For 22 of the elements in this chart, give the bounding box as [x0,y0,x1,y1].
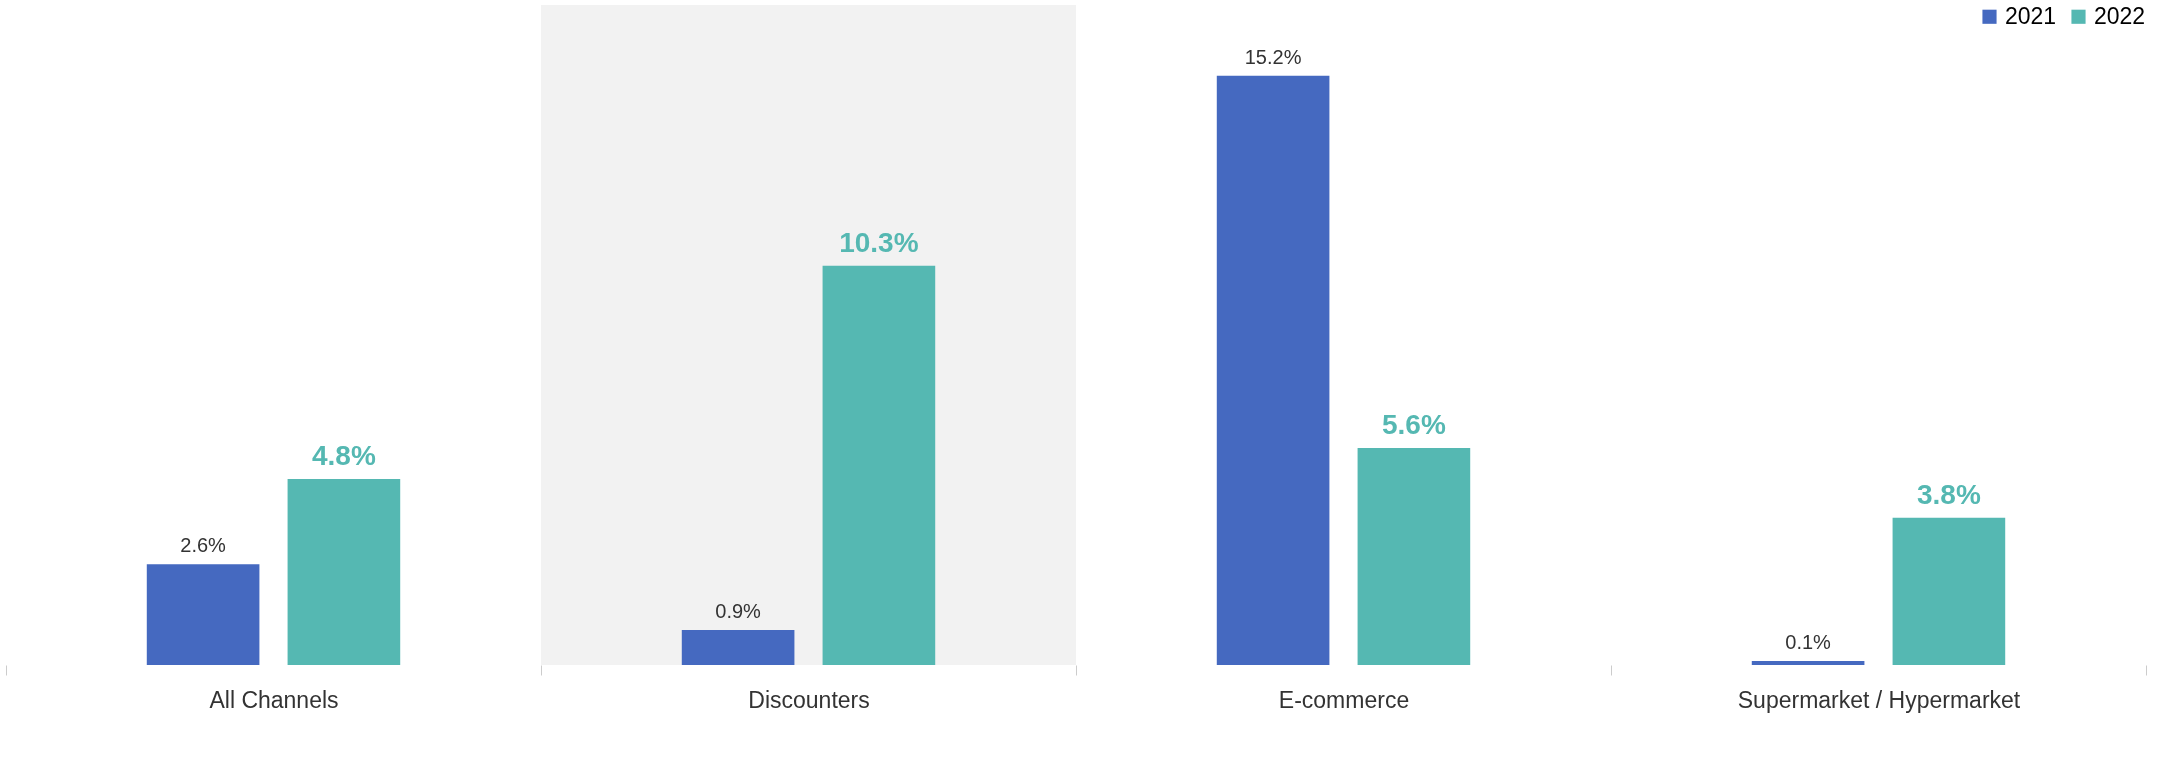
bar [1751,661,1865,665]
x-tick-label: E-commerce [1278,686,1410,713]
data-label: 0.1% [1785,631,1832,654]
x-tick-label: All Channels [209,686,339,713]
bar [1216,75,1330,665]
bar [681,630,795,665]
data-label: 2.6% [180,534,227,557]
data-label: 0.9% [715,600,762,623]
data-label: 15.2% [1244,45,1302,68]
bar [1357,447,1471,665]
legend-label: 2021 [2005,2,2057,29]
x-tick-label: Supermarket / Hypermarket [1737,686,2021,713]
data-label: 3.8% [1916,478,1981,510]
bar [1892,517,2006,665]
bar [822,265,936,665]
data-label: 4.8% [311,439,376,471]
legend-label: 2022 [2094,2,2146,29]
bar [146,564,260,665]
data-label: 10.3% [839,226,919,258]
bar [287,478,401,665]
data-label: 5.6% [1381,408,1446,440]
x-tick-label: Discounters [748,686,870,713]
